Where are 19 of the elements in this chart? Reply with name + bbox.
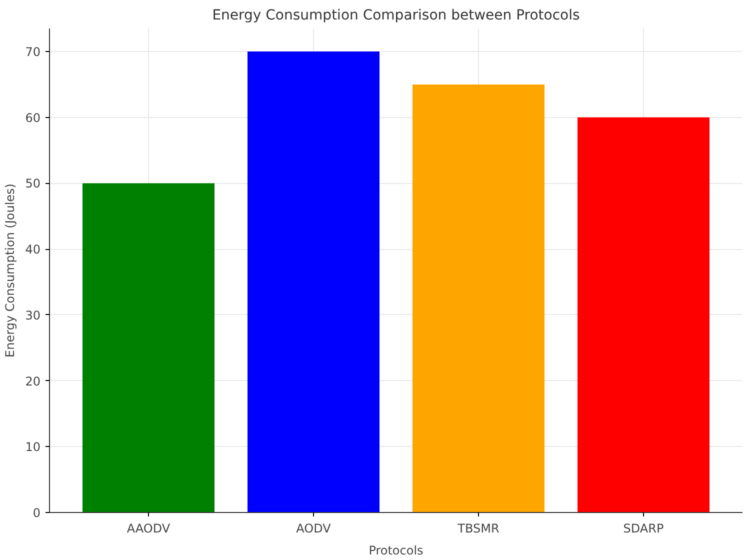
- x-axis-title: Protocols: [368, 544, 424, 558]
- y-tick-label: 70: [25, 45, 41, 60]
- x-tick-label: SDARP: [623, 522, 664, 536]
- y-tick-label: 0: [32, 506, 41, 520]
- bar: [578, 117, 710, 512]
- bar: [412, 84, 544, 512]
- y-tick-label: 60: [25, 110, 41, 125]
- bar: [248, 52, 380, 512]
- x-tick-label: AAODV: [126, 522, 171, 536]
- y-tick-label: 50: [25, 176, 41, 191]
- x-tick-label: AODV: [296, 522, 332, 536]
- bar: [82, 183, 214, 512]
- chart-title: Energy Consumption Comparison between Protocols: [212, 8, 580, 24]
- x-tick-label: TBSMR: [456, 522, 500, 536]
- y-tick-label: 30: [25, 308, 41, 322]
- y-axis-title: Energy Consumption (Joules): [3, 184, 18, 358]
- y-tick-label: 10: [25, 440, 41, 454]
- y-tick-label: 20: [25, 374, 41, 388]
- y-tick-label: 40: [25, 242, 41, 257]
